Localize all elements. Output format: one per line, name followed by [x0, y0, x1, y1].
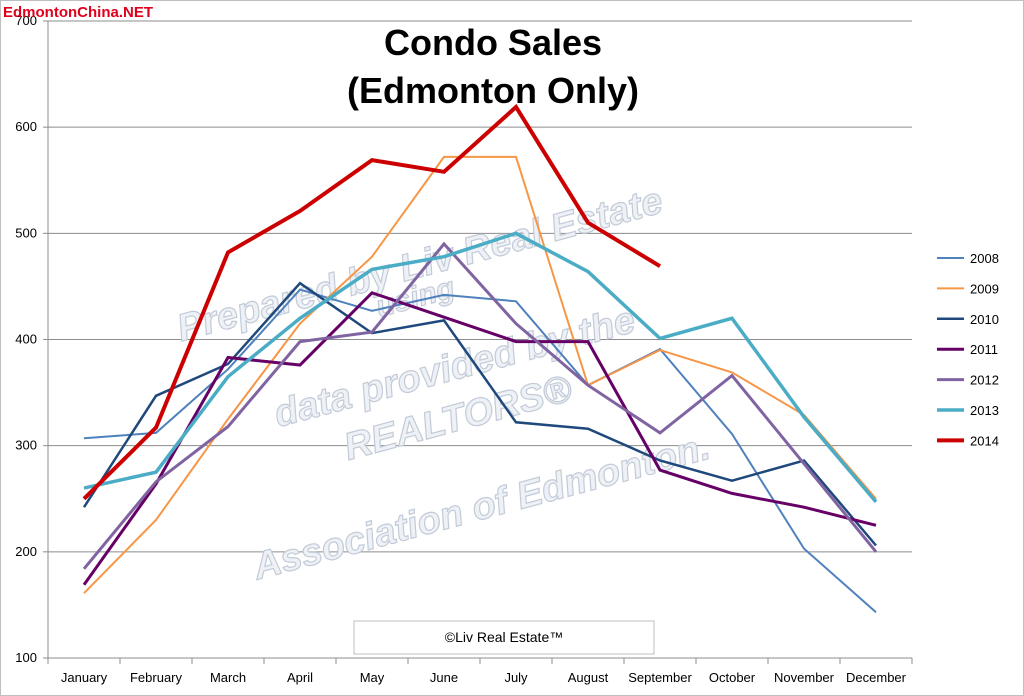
y-tick-labels: 100 200 300 400 500 600 700: [15, 13, 48, 665]
series-line-2014: [82, 103, 662, 501]
x-tick-labels: January February March April May June July Augu…: [47, 658, 913, 685]
chart-title-line: Condo Sales: [384, 22, 602, 63]
series-line-2013: [83, 231, 878, 504]
copyright-box: ©Liv Real Estate™: [353, 620, 655, 655]
x-tick-label: October: [709, 670, 756, 685]
x-tick-label: May: [360, 670, 385, 685]
x-tick-label: August: [568, 670, 609, 685]
y-tick-label: 300: [15, 438, 37, 453]
copyright-text: ©Liv Real Estate™: [445, 629, 563, 645]
chart-title-line: (Edmonton Only): [347, 70, 639, 111]
y-tick-label: 600: [15, 119, 37, 134]
x-tick-label: March: [210, 670, 246, 685]
legend: 2008 2009 2010 2011 2012 2013 2014: [937, 251, 999, 448]
legend-label: 2009: [970, 281, 999, 296]
x-tick-label: July: [504, 670, 528, 685]
legend-label: 2011: [970, 342, 998, 357]
x-tick-label: June: [430, 670, 458, 685]
x-tick-label: November: [774, 670, 835, 685]
legend-label: 2012: [970, 373, 999, 388]
series-line-2010: [82, 281, 877, 547]
legend-label: 2014: [970, 433, 999, 448]
x-tick-label: February: [130, 670, 183, 685]
y-tick-label: 700: [15, 13, 37, 28]
legend-label: 2013: [970, 403, 999, 418]
series-line-2012: [82, 241, 878, 570]
legend-label: 2008: [970, 251, 999, 266]
x-tick-label: December: [846, 670, 907, 685]
y-tick-label: 100: [15, 650, 37, 665]
watermark-line: Association of Edmonton.: [248, 426, 715, 589]
y-tick-label: 500: [15, 225, 37, 240]
y-tick-label: 200: [15, 544, 37, 559]
brand-logo-text: EdmontonChina.NET: [3, 4, 153, 21]
legend-label: 2010: [970, 312, 999, 327]
chart-title: Condo Sales (Edmonton Only): [347, 22, 639, 111]
x-tick-label: January: [61, 670, 108, 685]
copyright-box-border: [353, 620, 655, 655]
series-line-2011: [82, 291, 877, 586]
x-tick-label: April: [287, 670, 313, 685]
series-lines: [82, 103, 878, 614]
x-tick-label: September: [628, 670, 692, 685]
y-tick-label: 400: [15, 332, 37, 347]
